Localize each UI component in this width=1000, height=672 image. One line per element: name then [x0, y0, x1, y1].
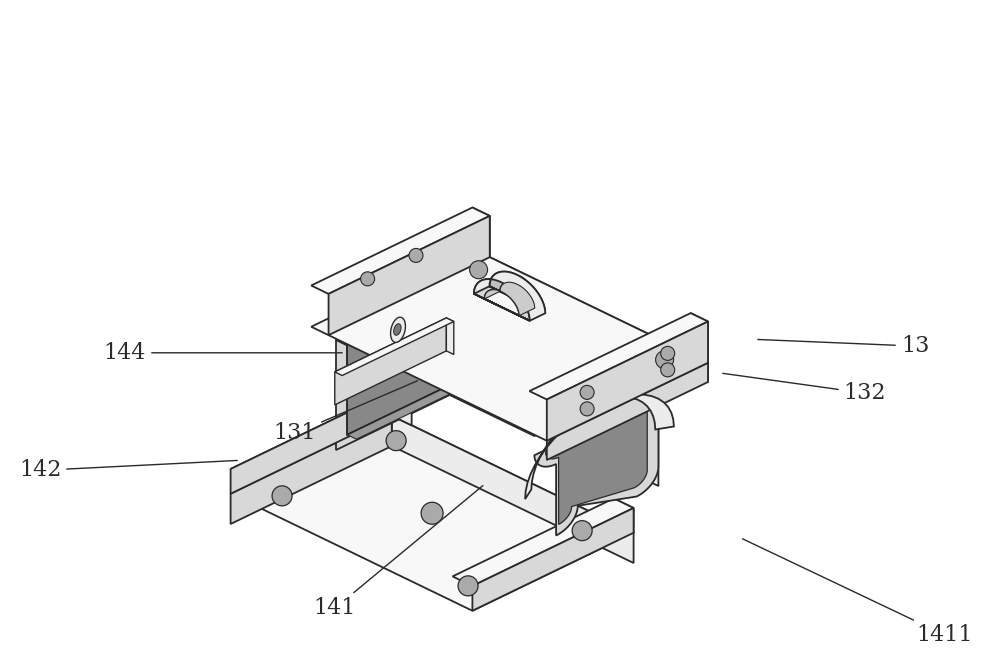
Polygon shape	[311, 208, 490, 294]
Polygon shape	[489, 271, 545, 313]
Polygon shape	[311, 249, 708, 441]
Polygon shape	[525, 394, 674, 499]
Polygon shape	[394, 324, 401, 335]
Circle shape	[421, 502, 443, 524]
Polygon shape	[392, 416, 634, 563]
Circle shape	[409, 249, 423, 263]
Circle shape	[580, 385, 594, 399]
Polygon shape	[231, 391, 412, 478]
Polygon shape	[472, 508, 634, 611]
Text: 142: 142	[19, 460, 237, 481]
Polygon shape	[474, 271, 545, 321]
Polygon shape	[329, 216, 490, 335]
Polygon shape	[335, 318, 446, 405]
Polygon shape	[472, 249, 708, 382]
Circle shape	[580, 402, 594, 416]
Text: 132: 132	[723, 374, 886, 404]
Text: 13: 13	[758, 335, 929, 357]
Circle shape	[470, 261, 488, 279]
Circle shape	[656, 351, 674, 369]
Polygon shape	[484, 282, 535, 316]
Polygon shape	[335, 318, 454, 376]
Text: 131: 131	[274, 381, 417, 444]
Polygon shape	[347, 295, 449, 435]
Circle shape	[272, 486, 292, 506]
Polygon shape	[453, 499, 634, 586]
Polygon shape	[392, 391, 412, 425]
Polygon shape	[534, 384, 658, 536]
Circle shape	[386, 431, 406, 451]
Circle shape	[361, 272, 375, 286]
Polygon shape	[347, 386, 458, 439]
Polygon shape	[614, 499, 634, 533]
Text: 144: 144	[104, 342, 342, 364]
Polygon shape	[472, 208, 490, 257]
Polygon shape	[336, 280, 658, 436]
Text: 1411: 1411	[743, 539, 973, 646]
Polygon shape	[546, 396, 647, 524]
Circle shape	[572, 521, 592, 541]
Polygon shape	[231, 416, 634, 611]
Polygon shape	[460, 280, 658, 486]
Circle shape	[661, 363, 675, 377]
Text: 141: 141	[314, 486, 483, 619]
Polygon shape	[336, 280, 460, 450]
Polygon shape	[691, 313, 708, 363]
Polygon shape	[446, 318, 454, 355]
Polygon shape	[391, 317, 405, 343]
Polygon shape	[529, 313, 708, 399]
Circle shape	[661, 346, 675, 360]
Polygon shape	[231, 416, 392, 524]
Circle shape	[458, 576, 478, 596]
Polygon shape	[347, 295, 458, 349]
Polygon shape	[474, 279, 530, 321]
Polygon shape	[231, 391, 392, 494]
Polygon shape	[547, 363, 708, 460]
Polygon shape	[547, 321, 708, 441]
